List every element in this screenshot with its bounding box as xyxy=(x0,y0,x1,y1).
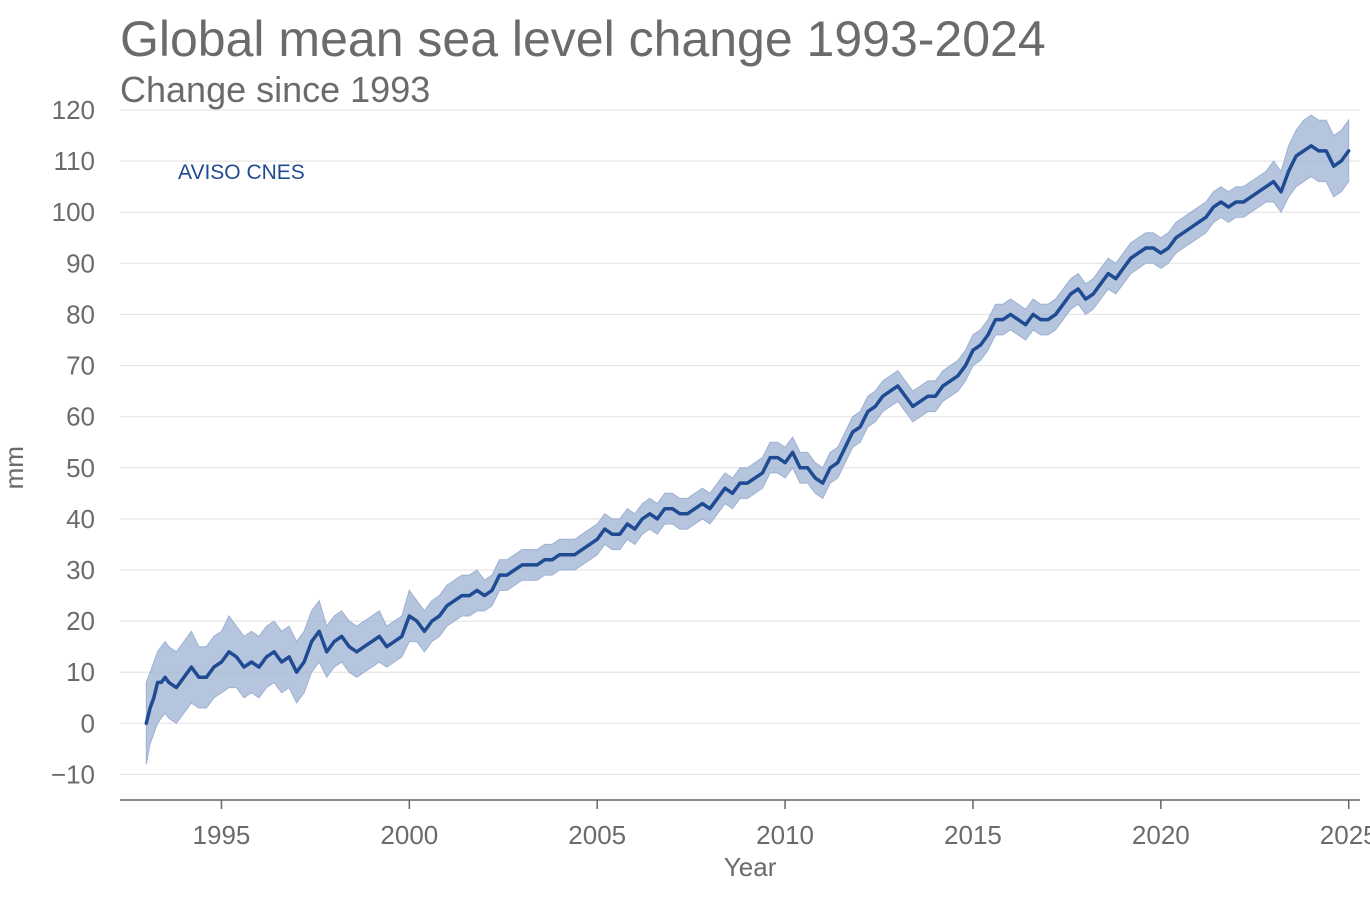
x-tick-label: 2025 xyxy=(1320,820,1370,850)
y-tick-label: 90 xyxy=(66,248,95,278)
uncertainty-band-area xyxy=(145,114,1350,765)
y-tick-label: 110 xyxy=(54,146,95,176)
y-tick-label: 20 xyxy=(66,606,95,636)
chart-title: Global mean sea level change 1993-2024 xyxy=(120,11,1046,67)
x-tick-label: 2000 xyxy=(380,820,438,850)
y-tick-label: 0 xyxy=(81,708,95,738)
y-tick-label: 70 xyxy=(66,351,95,381)
series-line-group xyxy=(144,144,1351,726)
y-tick-label: −10 xyxy=(51,759,95,789)
x-axis-title: Year xyxy=(724,852,777,882)
y-tick-label: 30 xyxy=(66,555,95,585)
y-tick-label: 60 xyxy=(66,402,95,432)
y-tick-label: 10 xyxy=(66,657,95,687)
series-line-aviso-cnes xyxy=(144,144,1351,726)
y-tick-label: 100 xyxy=(52,197,95,227)
y-tick-label: 80 xyxy=(66,299,95,329)
y-axis-ticks: −10 0 10 20 30 40 50 60 70 80 90 100 110 120 xyxy=(51,95,95,789)
x-axis-ticks: 1995 2000 2005 2010 2015 2020 2025 xyxy=(193,800,1370,850)
uncertainty-band xyxy=(145,114,1350,765)
y-tick-label: 40 xyxy=(66,504,95,534)
x-tick-label: 2005 xyxy=(568,820,626,850)
x-tick-label: 1995 xyxy=(193,820,251,850)
x-tick-label: 2015 xyxy=(944,820,1002,850)
chart-subtitle: Change since 1993 xyxy=(120,69,431,110)
x-tick-label: 2010 xyxy=(756,820,814,850)
y-tick-label: 120 xyxy=(52,95,95,125)
y-tick-label: 50 xyxy=(66,453,95,483)
y-axis-title: mm xyxy=(0,446,29,489)
x-tick-label: 2020 xyxy=(1132,820,1190,850)
series-label: AVISO CNES xyxy=(178,161,305,184)
